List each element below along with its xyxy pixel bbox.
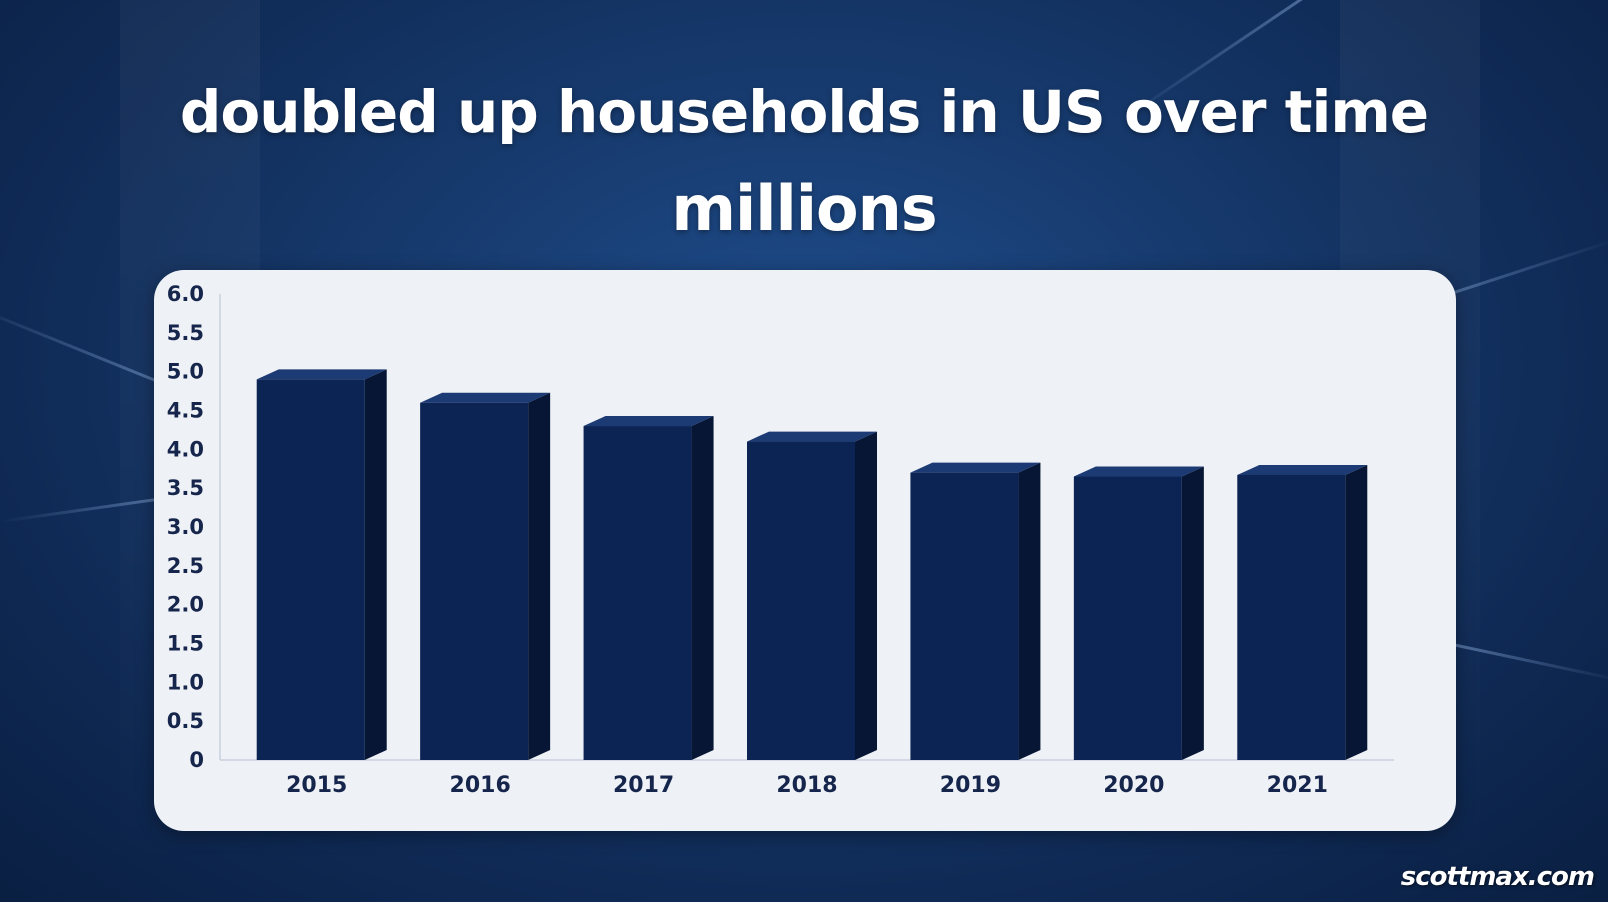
y-tick-label: 0	[189, 748, 204, 772]
bar-2017	[583, 416, 714, 760]
bar-front	[583, 426, 692, 760]
bar-top	[583, 416, 714, 427]
bar-side	[1181, 466, 1204, 760]
y-tick-label: 6.0	[167, 282, 204, 306]
bar-front	[747, 441, 855, 760]
bar-layer	[256, 369, 1368, 760]
bar-2015	[256, 369, 387, 760]
y-tick-label: 0.5	[167, 709, 204, 733]
bar-top	[747, 431, 877, 442]
y-tick-label: 1.0	[167, 670, 204, 694]
x-tick-label: 2015	[286, 773, 347, 798]
y-tick-label: 5.5	[167, 321, 204, 345]
chart-panel: 0 0.5 1.0 1.5 2.0 2.5 3.0 3.5 4.0 4.5 5.0 5.5 6.0 201…	[154, 270, 1456, 831]
bar-side	[691, 416, 714, 760]
x-tick-label: 2016	[450, 773, 511, 798]
y-tick-label: 2.5	[167, 554, 204, 578]
x-tick-label: 2019	[940, 773, 1001, 798]
bar-2018	[747, 431, 877, 760]
bar-top	[1073, 466, 1204, 477]
bar-top	[256, 369, 387, 380]
bar-side	[855, 431, 877, 760]
x-tick-label: 2020	[1103, 773, 1164, 798]
x-tick-label: 2018	[776, 773, 837, 798]
chart-subtitle: millions	[671, 172, 937, 245]
y-tick-label: 2.0	[167, 593, 204, 617]
y-tick-label: 3.5	[167, 476, 204, 500]
bar-2020	[1073, 466, 1204, 760]
bar-side	[364, 369, 387, 760]
bar-top	[420, 392, 551, 403]
bar-top	[910, 462, 1041, 473]
bar-top	[1237, 464, 1368, 475]
bar-2021	[1237, 464, 1368, 760]
y-tick-label: 3.0	[167, 515, 204, 539]
bar-front	[1073, 476, 1182, 760]
x-tick-label: 2021	[1267, 773, 1328, 798]
y-tick-label: 5.0	[167, 360, 204, 384]
bar-chart: 0 0.5 1.0 1.5 2.0 2.5 3.0 3.5 4.0 4.5 5.0 5.5 6.0 201…	[167, 282, 1394, 798]
label-layer: 0 0.5 1.0 1.5 2.0 2.5 3.0 3.5 4.0 4.5 5.0 5.5 6.0 201…	[167, 282, 1328, 798]
bar-front	[1237, 474, 1346, 760]
watermark: scottmax.com	[1400, 862, 1595, 892]
bar-side	[1345, 464, 1368, 760]
bar-front	[910, 472, 1019, 760]
y-tick-label: 4.0	[167, 437, 204, 461]
y-tick-label: 4.5	[167, 399, 204, 423]
bar-2019	[910, 462, 1041, 760]
y-tick-label: 1.5	[167, 632, 204, 656]
bar-side	[1018, 462, 1041, 760]
x-tick-label: 2017	[613, 773, 674, 798]
chart-title: doubled up households in US over time	[179, 78, 1429, 146]
bar-front	[420, 402, 529, 760]
bar-front	[256, 379, 365, 760]
bar-2016	[420, 392, 551, 760]
bar-side	[528, 392, 551, 760]
